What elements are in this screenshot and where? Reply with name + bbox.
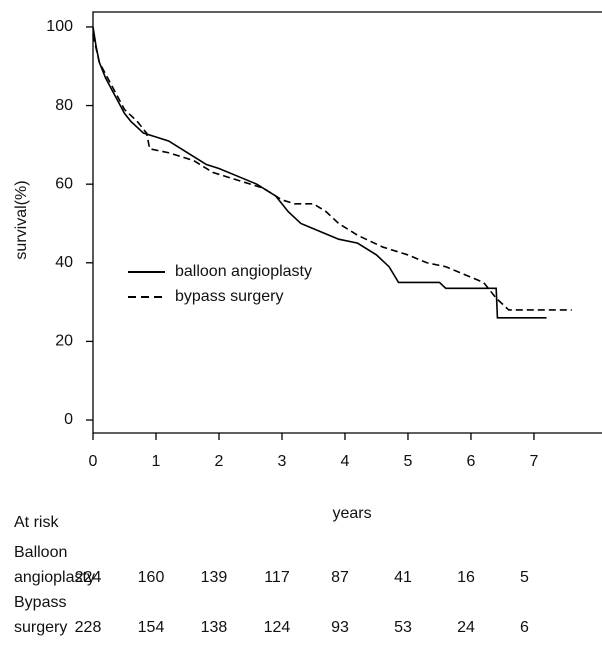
x-tick-label: 4 xyxy=(341,453,350,470)
legend-label: bypass surgery xyxy=(175,288,284,305)
at-risk-count: 228 xyxy=(75,619,102,636)
y-tick-label: 60 xyxy=(55,175,73,192)
at-risk-count: 138 xyxy=(201,619,228,636)
at-risk-row-label: Bypass xyxy=(14,594,66,611)
at-risk-count: 124 xyxy=(264,619,291,636)
x-tick-label: 5 xyxy=(404,453,413,470)
at-risk-row-label: surgery xyxy=(14,619,67,636)
at-risk-count: 41 xyxy=(394,569,412,586)
survival-line xyxy=(92,34,572,311)
survival-line xyxy=(92,26,547,319)
x-tick-label: 6 xyxy=(467,453,476,470)
at-risk-count: 160 xyxy=(138,569,165,586)
at-risk-count: 87 xyxy=(331,569,349,586)
legend-label: balloon angioplasty xyxy=(175,263,312,280)
x-tick-label: 7 xyxy=(530,453,539,470)
axis-frame xyxy=(92,11,602,434)
at-risk-count: 93 xyxy=(331,619,349,636)
x-tick-label: 2 xyxy=(215,453,224,470)
at-risk-count: 139 xyxy=(201,569,228,586)
x-tick-label: 0 xyxy=(89,453,98,470)
y-tick-label: 80 xyxy=(55,97,73,114)
at-risk-count: 53 xyxy=(394,619,412,636)
y-tick-label: 100 xyxy=(46,18,73,35)
x-tick-label: 3 xyxy=(278,453,287,470)
y-tick-label: 20 xyxy=(55,333,73,350)
at-risk-row-label: Balloon xyxy=(14,544,67,561)
at-risk-count: 117 xyxy=(264,569,290,586)
at-risk-count: 24 xyxy=(457,619,475,636)
at-risk-row-label: angioplasty xyxy=(14,569,95,586)
y-tick-label: 40 xyxy=(55,254,73,271)
at-risk-count: 154 xyxy=(138,619,165,636)
at-risk-count: 6 xyxy=(520,619,529,636)
at-risk-title: At risk xyxy=(14,514,59,531)
y-axis-label: survival(%) xyxy=(13,180,30,259)
at-risk-count: 16 xyxy=(457,569,475,586)
at-risk-count: 5 xyxy=(520,569,529,586)
at-risk-count: 224 xyxy=(75,569,102,586)
x-tick-label: 1 xyxy=(152,453,161,470)
x-axis-label: years xyxy=(332,505,371,522)
y-tick-label: 0 xyxy=(64,411,73,428)
